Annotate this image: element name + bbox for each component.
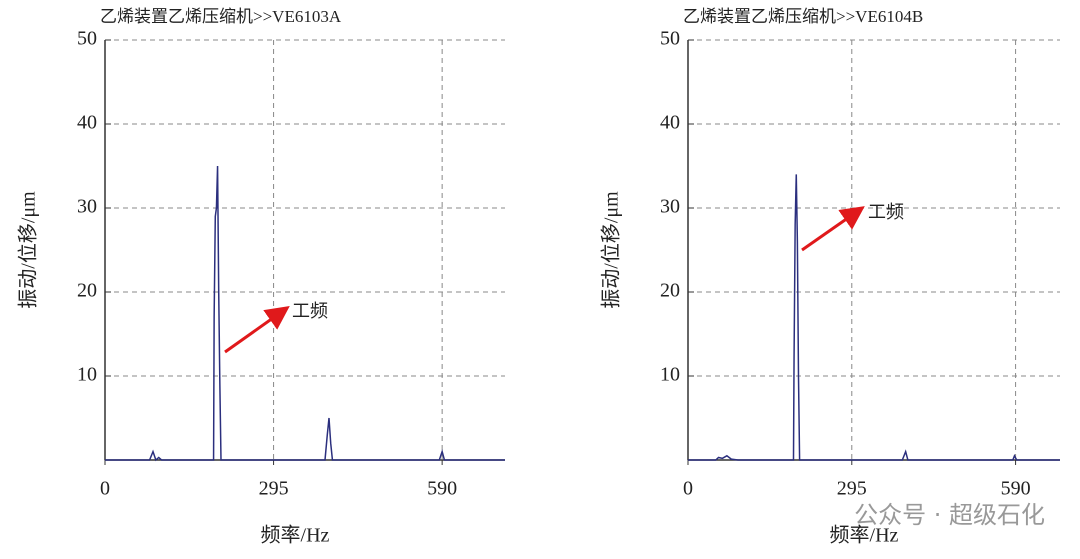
x-tick-label: 295 [259, 478, 289, 500]
annotation: 工频 [292, 301, 328, 322]
y-axis-label: 振动/位移/μm [600, 191, 623, 309]
y-tick-label: 20 [77, 280, 97, 302]
annotation-arrow [224, 306, 290, 354]
chart-title: 乙烯装置乙烯压缩机>>VE6104B [683, 7, 923, 26]
y-tick-label: 10 [77, 364, 97, 386]
x-tick-label: 590 [1001, 478, 1031, 500]
x-tick-label: 295 [837, 478, 867, 500]
y-tick-label: 30 [77, 196, 97, 218]
annotation-arrow [801, 206, 865, 252]
y-tick-label: 30 [660, 196, 680, 218]
x-tick-label: 0 [683, 478, 693, 500]
chart-title: 乙烯装置乙烯压缩机>>VE6103A [100, 7, 342, 26]
y-tick-label: 10 [660, 364, 680, 386]
y-tick-label: 50 [77, 28, 97, 50]
y-axis-label: 振动/位移/μm [17, 191, 40, 309]
x-axis-label: 频率/Hz [261, 524, 330, 547]
y-tick-label: 20 [660, 280, 680, 302]
x-tick-label: 590 [427, 478, 457, 500]
spectrum-line [688, 174, 1060, 461]
y-tick-label: 40 [77, 112, 97, 134]
annotation: 工频 [868, 202, 904, 223]
y-tick-label: 50 [660, 28, 680, 50]
y-tick-label: 40 [660, 112, 680, 134]
watermark: 公众号 · 超级石化 [854, 501, 1045, 529]
spectrum-line [105, 165, 505, 462]
x-tick-label: 0 [100, 478, 110, 500]
x-axis-label: 频率/Hz [830, 524, 899, 547]
